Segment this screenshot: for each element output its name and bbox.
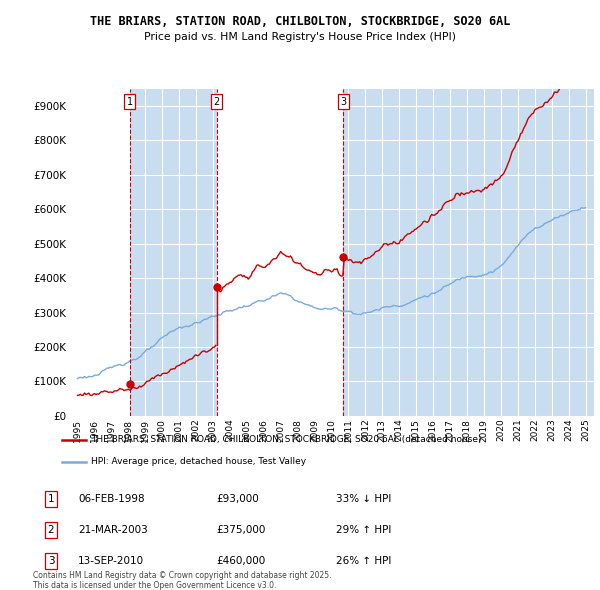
Text: HPI: Average price, detached house, Test Valley: HPI: Average price, detached house, Test… <box>91 457 307 466</box>
Text: 29% ↑ HPI: 29% ↑ HPI <box>336 525 391 535</box>
Bar <box>130 88 217 416</box>
Bar <box>343 88 594 416</box>
Text: £93,000: £93,000 <box>216 494 259 504</box>
Text: 06-FEB-1998: 06-FEB-1998 <box>78 494 145 504</box>
Text: 2: 2 <box>47 525 55 535</box>
Text: 21-MAR-2003: 21-MAR-2003 <box>78 525 148 535</box>
Bar <box>217 88 343 416</box>
Text: Contains HM Land Registry data © Crown copyright and database right 2025.: Contains HM Land Registry data © Crown c… <box>33 571 331 579</box>
Text: £460,000: £460,000 <box>216 556 265 566</box>
Text: 26% ↑ HPI: 26% ↑ HPI <box>336 556 391 566</box>
Text: 13-SEP-2010: 13-SEP-2010 <box>78 556 144 566</box>
Text: THE BRIARS, STATION ROAD, CHILBOLTON, STOCKBRIDGE, SO20 6AL: THE BRIARS, STATION ROAD, CHILBOLTON, ST… <box>90 15 510 28</box>
Text: Price paid vs. HM Land Registry's House Price Index (HPI): Price paid vs. HM Land Registry's House … <box>144 32 456 42</box>
Text: 3: 3 <box>340 97 346 107</box>
Text: THE BRIARS, STATION ROAD, CHILBOLTON, STOCKBRIDGE, SO20 6AL (detached house): THE BRIARS, STATION ROAD, CHILBOLTON, ST… <box>91 435 482 444</box>
Text: 33% ↓ HPI: 33% ↓ HPI <box>336 494 391 504</box>
Text: 2: 2 <box>214 97 220 107</box>
Text: This data is licensed under the Open Government Licence v3.0.: This data is licensed under the Open Gov… <box>33 581 277 589</box>
Text: £375,000: £375,000 <box>216 525 265 535</box>
Text: 1: 1 <box>127 97 133 107</box>
Bar <box>69 88 130 416</box>
Text: 1: 1 <box>47 494 55 504</box>
Text: 3: 3 <box>47 556 55 566</box>
